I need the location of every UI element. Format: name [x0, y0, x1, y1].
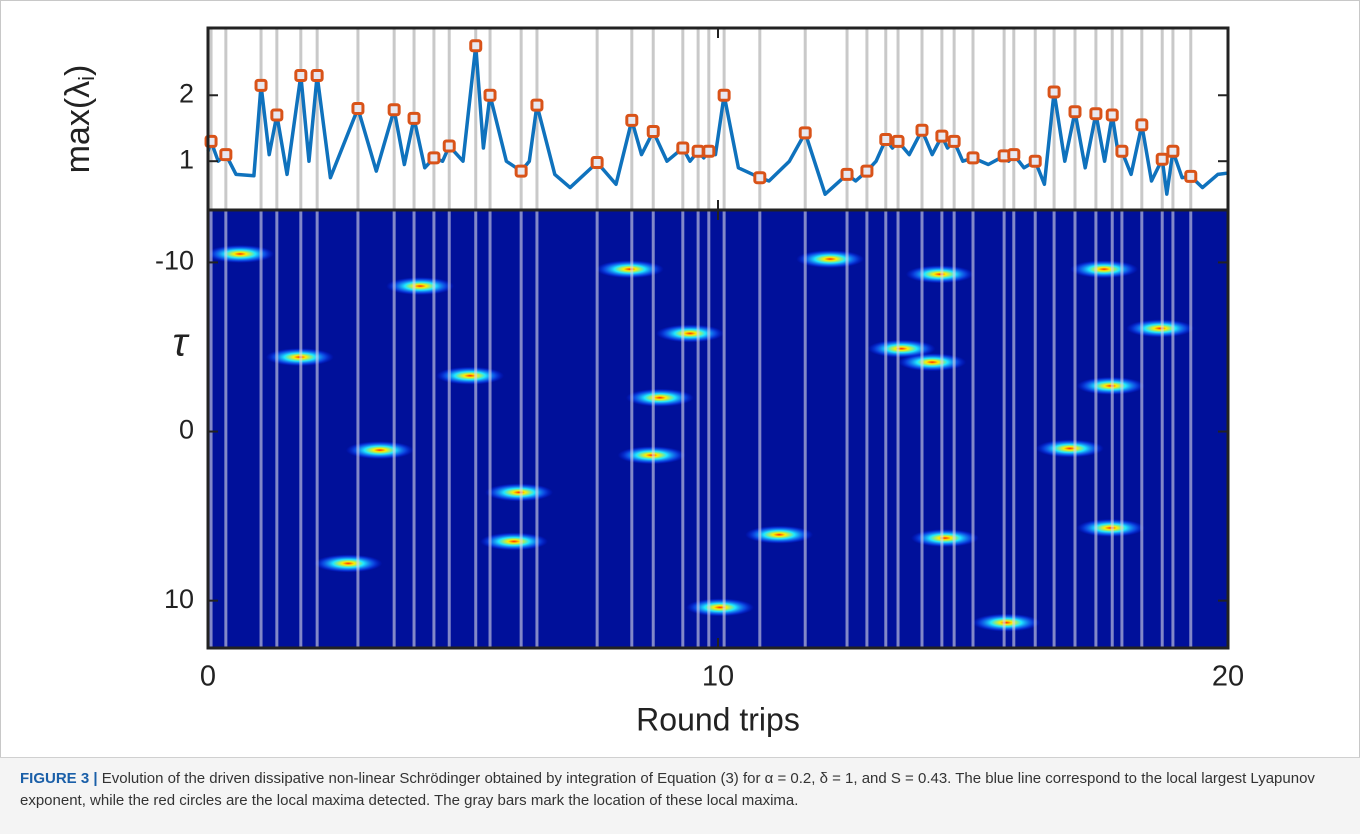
y-axis-label: τ	[173, 321, 191, 365]
y-tick-label: -10	[155, 246, 194, 276]
caption: FIGURE 3 | Evolution of the driven dissi…	[0, 757, 1360, 834]
local-maximum	[270, 108, 284, 122]
local-maximum	[753, 171, 767, 185]
intensity-spot	[345, 441, 414, 460]
intensity-spot	[595, 260, 664, 279]
local-maximum	[947, 134, 961, 148]
y-tick-label: 10	[164, 584, 194, 614]
intensity-spot	[972, 613, 1041, 632]
local-maximum	[407, 111, 421, 125]
local-maximum	[427, 151, 441, 165]
y-tick-label: 2	[179, 78, 194, 108]
intensity-spot	[1126, 319, 1195, 338]
local-maximum	[691, 144, 705, 158]
local-maximum	[966, 151, 980, 165]
caption-text: Evolution of the driven dissipative non-…	[20, 770, 1315, 809]
local-maximum	[254, 78, 268, 92]
y-label-main: max(λ	[59, 81, 97, 174]
intensity-spot	[655, 324, 724, 343]
local-maximum	[625, 113, 639, 127]
local-maximum	[1047, 85, 1061, 99]
local-maximum	[702, 144, 716, 158]
local-maximum	[879, 132, 893, 146]
figure: max(λi) τ Round trips 1 2 -10 0 10 0 10 20	[59, 26, 1244, 737]
local-maximum	[1089, 107, 1103, 121]
local-maximum	[294, 68, 308, 82]
y-tick-label: 0	[179, 415, 194, 445]
intensity-spot	[617, 446, 686, 465]
heatmap-background	[208, 210, 1228, 648]
local-maximum	[219, 148, 233, 162]
y-label-end: )	[59, 65, 97, 76]
local-maximum	[351, 101, 365, 115]
axes-frame	[206, 208, 1230, 650]
intensity-spot	[686, 598, 755, 617]
intensity-spot	[436, 366, 505, 385]
x-axis-label: Round trips	[636, 701, 800, 737]
intensity-spot	[480, 532, 548, 551]
local-maximum	[514, 164, 528, 178]
intensity-spot	[625, 388, 694, 407]
x-tick-label: 0	[200, 661, 216, 693]
intensity-spot	[1035, 439, 1104, 458]
intensity-spot	[867, 339, 936, 358]
local-maximum	[1105, 108, 1119, 122]
intensity-spot	[1070, 260, 1139, 279]
x-tick-label: 20	[1212, 661, 1244, 693]
local-maximum	[646, 125, 660, 139]
local-maximum	[310, 68, 324, 82]
y-tick-label: 1	[179, 144, 194, 174]
caption-label: FIGURE 3 |	[20, 770, 98, 787]
local-maximum	[1068, 105, 1082, 119]
local-maximum	[469, 39, 483, 53]
local-maximum	[1007, 148, 1021, 162]
intensity-spot	[745, 525, 814, 544]
intensity-spot	[905, 265, 974, 284]
intensity-spot	[1076, 376, 1145, 395]
intensity-spot	[910, 529, 979, 548]
local-maximum	[1166, 144, 1180, 158]
local-maximum	[798, 126, 812, 140]
local-maximum	[915, 123, 929, 137]
local-maximum	[717, 88, 731, 102]
x-tick-label: 10	[702, 661, 734, 693]
local-maximum	[387, 103, 401, 117]
local-maximum	[483, 88, 497, 102]
local-maximum	[1028, 154, 1042, 168]
intensity-spot	[898, 353, 967, 372]
intensity-spot	[485, 483, 554, 502]
intensity-spot	[314, 554, 383, 573]
intensity-spot	[386, 277, 455, 296]
local-maximum	[1155, 152, 1169, 166]
local-maximum	[530, 98, 544, 112]
local-maximum	[442, 139, 456, 153]
intensity-spot	[1076, 518, 1145, 537]
intensity-spot	[208, 244, 275, 263]
local-maximum	[935, 129, 949, 143]
local-maximum	[1115, 144, 1129, 158]
local-maximum	[676, 141, 690, 155]
lyapunov-line	[206, 44, 1229, 196]
y-label-subscript: i	[74, 76, 99, 81]
local-maximum	[590, 156, 604, 170]
local-maximum	[860, 164, 874, 178]
heatmap	[208, 210, 1228, 648]
local-maximum	[1184, 169, 1198, 183]
y-axis-label: max(λi)	[59, 65, 99, 174]
local-maximum	[891, 134, 905, 148]
local-maximum	[1135, 118, 1149, 132]
local-maximum	[840, 167, 854, 181]
